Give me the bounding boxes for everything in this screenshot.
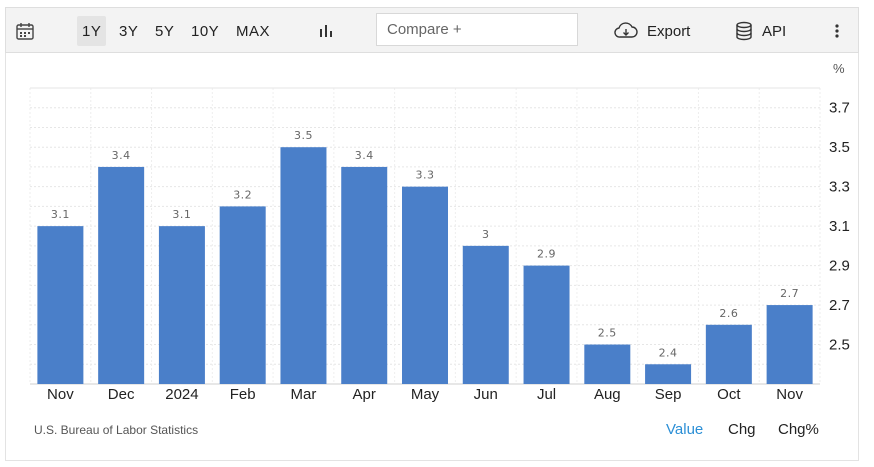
toggle-chg-percent[interactable]: Chg% xyxy=(778,421,819,438)
export-label: Export xyxy=(647,22,691,40)
range-3y-button[interactable]: 3Y xyxy=(119,22,139,40)
range-5y-button[interactable]: 5Y xyxy=(155,22,175,40)
bar-chart-icon[interactable] xyxy=(316,8,336,54)
range-10y-button[interactable]: 10Y xyxy=(191,22,220,40)
toggle-chg[interactable]: Chg xyxy=(728,421,756,438)
export-button[interactable]: Export xyxy=(613,8,690,54)
database-icon xyxy=(736,21,752,41)
range-1y-button[interactable]: 1Y xyxy=(77,16,107,46)
cloud-download-icon xyxy=(614,22,638,38)
api-button[interactable]: API xyxy=(734,8,786,54)
calendar-icon[interactable] xyxy=(14,8,36,54)
range-max-button[interactable]: MAX xyxy=(236,22,271,40)
more-vertical-icon[interactable] xyxy=(829,8,845,54)
source-note: U.S. Bureau of Labor Statistics xyxy=(34,423,199,437)
chart-frame xyxy=(5,7,859,461)
api-label: API xyxy=(762,22,787,40)
compare-input-box[interactable] xyxy=(376,13,578,46)
compare-input[interactable] xyxy=(377,14,577,45)
toggle-value[interactable]: Value xyxy=(666,421,704,438)
